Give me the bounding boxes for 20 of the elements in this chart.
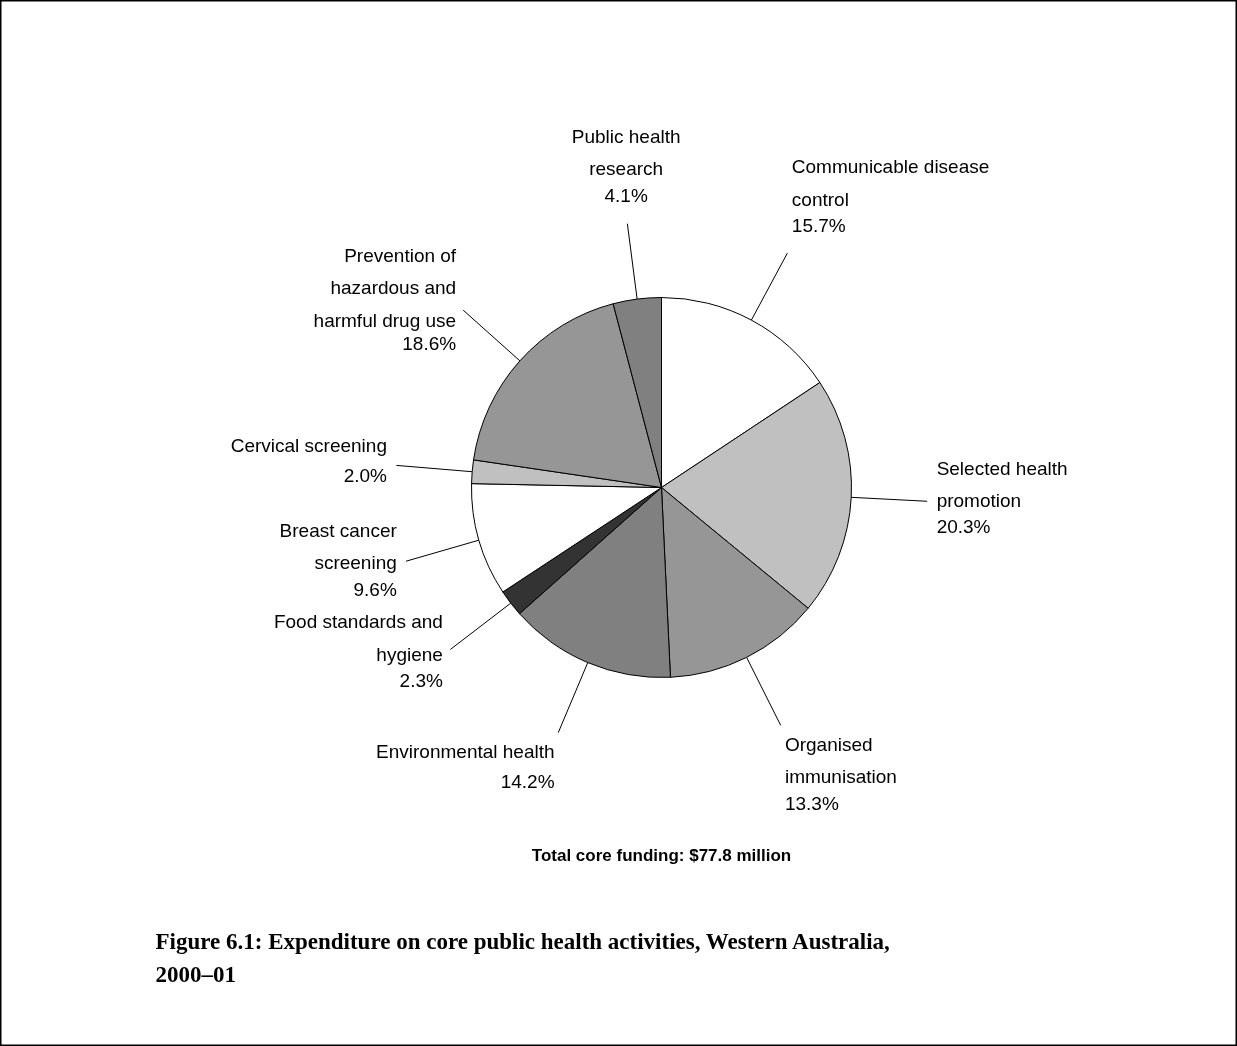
slice-label: Prevention of hazardous and harmful drug use [313, 244, 457, 332]
data-label: 2.0% [343, 464, 388, 486]
text: Total core funding: $77.8 million [531, 846, 792, 865]
data-label: 9.6% [353, 578, 397, 600]
data-label: 15.7% [791, 215, 846, 237]
data-label: 4.1% [604, 184, 648, 206]
slice-label: Breast cancer screening [279, 519, 398, 574]
slice-label: Food standards and hygiene [273, 611, 443, 665]
text: Figure 6.1: Expenditure on core public health activities, Western Australia, 2000–01 [155, 928, 890, 988]
slice-label: Selected health promotion [936, 457, 1068, 512]
slice-label: Environmental health [376, 741, 555, 763]
slice-label: Cervical screening [230, 435, 387, 457]
data-label: 18.6% [402, 333, 457, 355]
data-label: 2.3% [399, 669, 444, 691]
data-label: 20.3% [936, 516, 991, 538]
slice-label: Communicable disease control [791, 156, 990, 210]
data-label: 14.2% [500, 770, 555, 792]
slice-label: Organised immunisation [784, 733, 897, 788]
data-label: 13.3% [784, 792, 839, 814]
slice-label: Public health research [571, 125, 681, 180]
